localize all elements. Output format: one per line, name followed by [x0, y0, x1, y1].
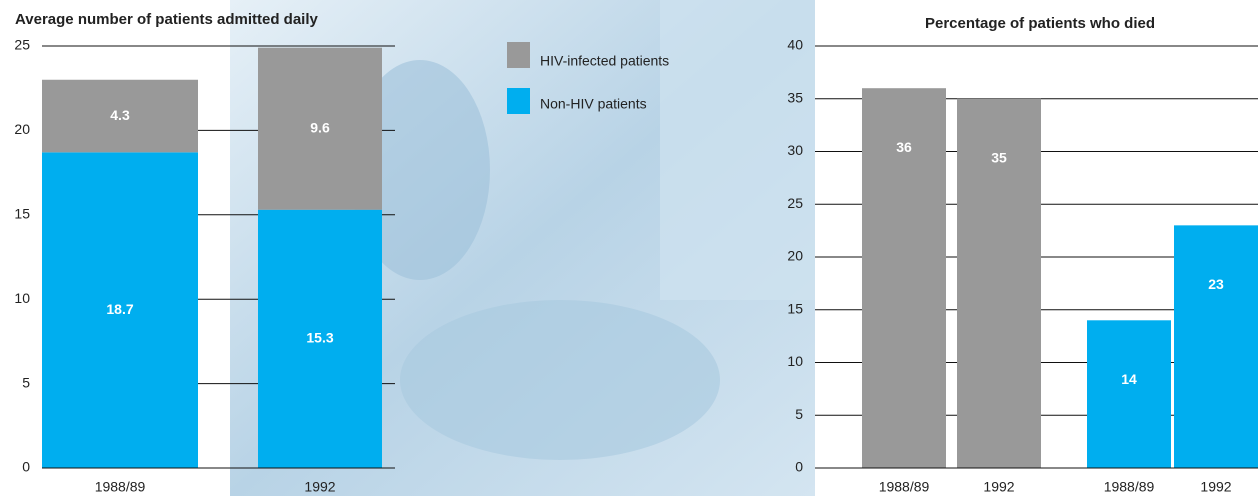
x-tick-label: 1988/89 — [95, 479, 146, 495]
x-tick-label: 1992 — [1200, 479, 1231, 495]
chart: Average number of patients admitted dail… — [0, 0, 1258, 496]
y-tick-label: 15 — [14, 206, 30, 222]
legend-swatch — [507, 88, 530, 114]
data-label: 15.3 — [306, 330, 333, 346]
x-tick-label: 1988/89 — [1104, 479, 1155, 495]
data-label: 23 — [1208, 276, 1224, 292]
data-label: 4.3 — [110, 107, 130, 123]
y-tick-label: 25 — [787, 195, 803, 211]
y-tick-label: 5 — [795, 406, 803, 422]
y-tick-label: 0 — [22, 459, 30, 475]
data-label: 36 — [896, 139, 912, 155]
bar — [1087, 320, 1171, 468]
legend-label: HIV-infected patients — [540, 53, 669, 69]
chart-title: Percentage of patients who died — [925, 15, 1155, 32]
legend-label: Non-HIV patients — [540, 96, 647, 112]
bar — [1174, 225, 1258, 468]
x-tick-label: 1992 — [983, 479, 1014, 495]
y-tick-label: 20 — [14, 121, 30, 137]
x-tick-label: 1988/89 — [879, 479, 930, 495]
y-tick-label: 25 — [14, 37, 30, 53]
chart-title: Average number of patients admitted dail… — [15, 11, 318, 28]
photo-shape — [400, 300, 720, 460]
y-tick-label: 15 — [787, 300, 803, 316]
legend-swatch — [507, 42, 530, 68]
y-tick-label: 5 — [22, 374, 30, 390]
y-tick-label: 30 — [787, 142, 803, 158]
y-tick-label: 20 — [787, 248, 803, 264]
data-label: 35 — [991, 149, 1007, 165]
y-tick-label: 10 — [787, 353, 803, 369]
data-label: 9.6 — [310, 119, 330, 135]
data-label: 14 — [1121, 371, 1137, 387]
y-tick-label: 35 — [787, 89, 803, 105]
y-tick-label: 0 — [795, 459, 803, 475]
x-tick-label: 1992 — [304, 479, 335, 495]
y-tick-label: 40 — [787, 37, 803, 53]
y-tick-label: 10 — [14, 290, 30, 306]
data-label: 18.7 — [106, 301, 133, 317]
